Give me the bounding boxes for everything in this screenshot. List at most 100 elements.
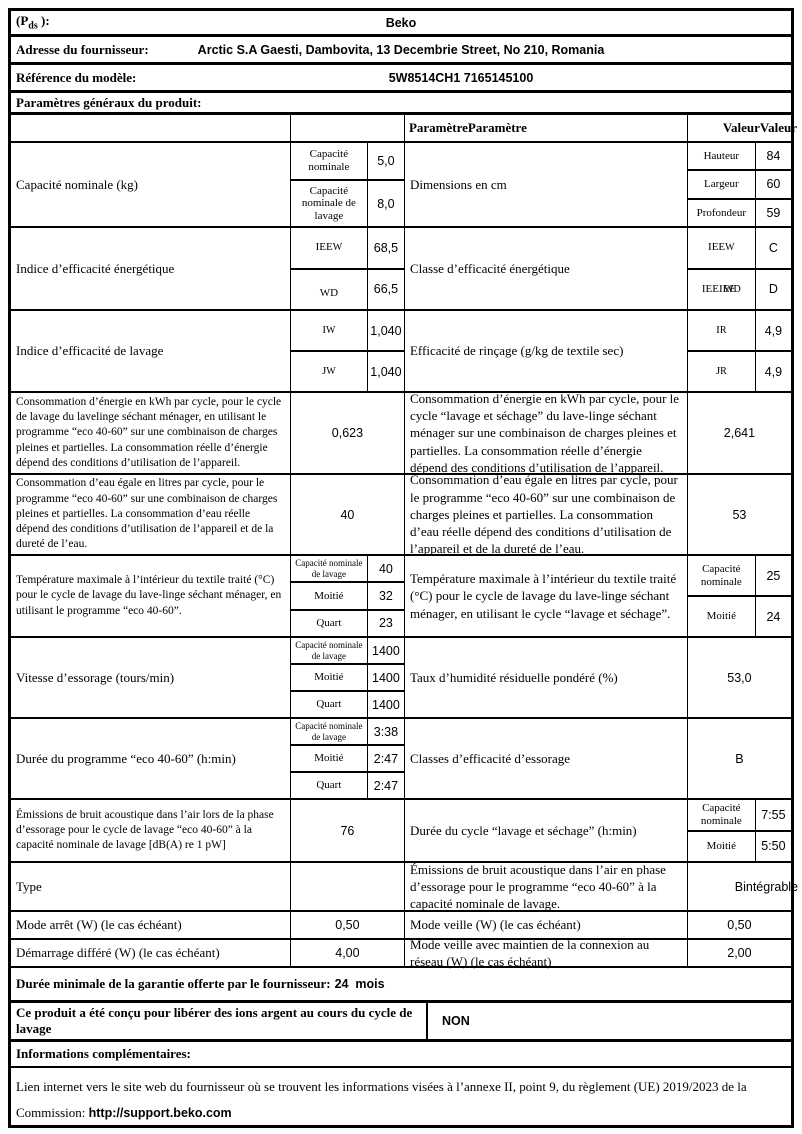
energy-class-subtable: IEE W C IEEIEE WD D xyxy=(687,228,792,309)
class-wd-symbol: IEEIEE WD xyxy=(688,269,756,309)
row-programme-duration: Durée du programme “eco 40-60” (h:min) C… xyxy=(11,719,791,800)
table-row: Profondeur 59 xyxy=(688,199,791,226)
washdry-duration-label: Durée du cycle “lavage et séchage” (h:mi… xyxy=(405,800,688,861)
silver-ions-label: Ce produit a été conçu pour libérer des … xyxy=(11,1003,428,1039)
capacity-wash-value: 8,0 xyxy=(377,196,395,211)
link-text-line2: Commission: http://support.beko.com xyxy=(16,1105,232,1120)
row-water-consumption: Consommation d’eau égale en litres par c… xyxy=(11,472,791,556)
table-row: Moitié 5:50 xyxy=(688,831,791,861)
washdry-rated-label: Capacité nominale xyxy=(688,800,756,830)
temp-wd-rated-value: 25 xyxy=(766,568,781,583)
dimensions-label: Dimensions en cm xyxy=(405,143,688,226)
table-row: Capacité nominale 25 xyxy=(687,556,792,597)
depth-value: 59 xyxy=(766,205,781,220)
spin-half-value: 1400 xyxy=(372,670,400,685)
ir-value: 4,9 xyxy=(764,323,783,338)
energy-washdry-value: 2,641 xyxy=(723,426,756,440)
row-warranty: Durée minimale de la garantie offerte pa… xyxy=(11,968,791,1003)
standby-value: 0,50 xyxy=(727,918,752,932)
off-mode-value: 0,50 xyxy=(291,912,405,938)
supplier-name-row: (Pds ): Beko xyxy=(11,11,791,37)
temp-rated-label: Capacité nominale de lavage xyxy=(291,556,368,582)
spin-half-label: Moitié xyxy=(291,665,368,690)
capacity-nominal-label: Capacité nominale xyxy=(291,143,368,180)
table-row: IEE W 68,5 xyxy=(290,228,404,270)
jw-value: 1,040 xyxy=(370,364,402,379)
header-empty-left xyxy=(11,115,291,141)
class-w-value: C xyxy=(768,240,778,255)
address-label: Adresse du fournisseur: xyxy=(16,41,149,57)
height-label: Hauteur xyxy=(688,143,756,170)
energy-class-label: Classe d’efficacité énergétique xyxy=(405,228,688,309)
supplier-link[interactable]: http://support.beko.com xyxy=(88,1106,232,1120)
pds-label: (Pds ): xyxy=(16,13,50,32)
width-label: Largeur xyxy=(688,171,756,198)
water-wash-value: 40 xyxy=(291,475,405,554)
washdry-half-label: Moitié xyxy=(688,831,756,861)
temp-wash-subtable: Capacité nominale de lavage 40 Moitié 32… xyxy=(290,556,405,636)
model-reference: 5W8514CH1 7165145100 xyxy=(388,70,534,85)
warranty-label: Durée minimale de la garantie offerte pa… xyxy=(16,976,331,991)
header-parametre: ParamètreParamètre xyxy=(405,115,688,141)
spin-speed-subtable: Capacité nominale de lavage 1400 Moitié … xyxy=(290,638,405,717)
energy-washdry-label: Consommation d’énergie en kWh par cycle,… xyxy=(405,391,688,475)
type-value xyxy=(291,863,405,910)
type-label: Type xyxy=(11,863,291,910)
temp-wd-half-value: 24 xyxy=(766,609,781,624)
spin-class-value: B xyxy=(735,751,744,766)
table-row: IEEIEE WD D xyxy=(688,269,791,309)
washdry-rated-value: 7:55 xyxy=(761,807,786,822)
row-delayed-start: Démarrage différé (W) (le cas échéant) 4… xyxy=(11,937,791,969)
standby-label: Mode veille (W) (le cas échéant) xyxy=(405,912,688,938)
eei-wd-value: 66,5 xyxy=(373,282,399,297)
spin-quarter-label: Quart xyxy=(291,692,368,717)
table-row: Moitié 2:47 xyxy=(290,746,404,773)
capacity-label: Capacité nominale (kg) xyxy=(11,143,291,226)
class-w-symbol: IEE W xyxy=(688,228,756,268)
width-value: 60 xyxy=(766,177,781,192)
eei-subtable: IEE W 68,5 WD 66,5 xyxy=(290,228,405,309)
jr-value: 4,9 xyxy=(764,364,783,379)
model-reference-row: Référence du modèle: 5W8514CH1 716514510… xyxy=(11,65,791,93)
table-row: Capacité nominale de lavage 40 xyxy=(290,556,404,584)
row-type: Type Émissions de bruit acoustique dans … xyxy=(11,862,799,912)
supplier-address: Arctic S.A Gaesti, Dambovita, 13 Decembr… xyxy=(197,42,605,57)
eei-w-value: 68,5 xyxy=(373,240,399,255)
table-row: Largeur 60 xyxy=(687,171,792,200)
table-row: Capacité nominale de lavage 8,0 xyxy=(291,181,404,226)
duration-subtable: Capacité nominale de lavage 3:38 Moitié … xyxy=(290,719,405,798)
table-row: Moitié 24 xyxy=(688,597,791,636)
row-silver-ions: Ce produit a été conçu pour libérer des … xyxy=(11,1003,791,1042)
iw-value: 1,040 xyxy=(370,323,402,338)
type-builtin-value: Bintégrable xyxy=(734,879,799,894)
capacity-wash-label: Capacité nominale de lavage xyxy=(291,181,368,226)
height-value: 84 xyxy=(766,149,781,164)
off-mode-label: Mode arrêt (W) (le cas échéant) xyxy=(11,912,291,938)
header-empty-mid xyxy=(291,115,405,141)
table-row: Moitié 32 xyxy=(290,583,404,611)
duration-half-value: 2:47 xyxy=(373,751,399,766)
table-row: Capacité nominale 5,0 xyxy=(290,143,404,182)
spin-rated-value: 1400 xyxy=(372,643,400,658)
pds-subscript: ds xyxy=(28,20,38,32)
depth-label: Profondeur xyxy=(688,199,756,226)
row-off-mode: Mode arrêt (W) (le cas échéant) 0,50 Mod… xyxy=(11,912,791,940)
duration-label: Durée du programme “eco 40-60” (h:min) xyxy=(11,719,291,798)
supplier-address-row: Adresse du fournisseur: Arctic S.A Gaest… xyxy=(11,37,791,65)
duration-rated-value: 3:38 xyxy=(373,724,399,739)
warranty-value: 24 mois xyxy=(334,977,385,991)
product-fiche: (Pds ): Beko Adresse du fournisseur: Arc… xyxy=(8,8,799,1128)
table-row: Capacité nominale de lavage 3:38 xyxy=(290,719,404,746)
noise-label: Émissions de bruit acoustique dans l’air… xyxy=(11,800,291,861)
spin-class-label: Classes d’efficacité d’essorage xyxy=(405,719,688,798)
temp-wd-rated-label: Capacité nominale xyxy=(688,556,756,595)
table-row: WD 66,5 xyxy=(291,269,404,309)
eei-label: Indice d’efficacité énergétique xyxy=(11,228,291,309)
temp-wash-label: Température maximale à l’intérieur du te… xyxy=(11,556,291,636)
